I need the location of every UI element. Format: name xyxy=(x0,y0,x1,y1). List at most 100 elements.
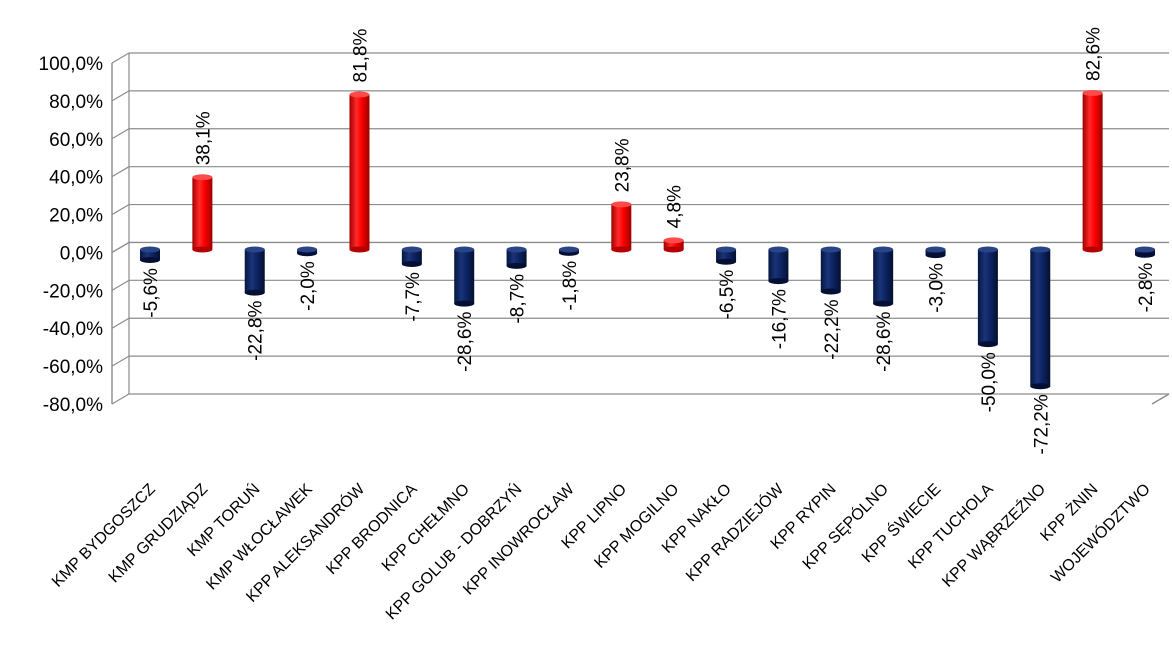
bar-body xyxy=(611,204,632,250)
y-tick-label: 60,0% xyxy=(49,130,103,151)
grid-lines xyxy=(111,52,1170,405)
bar xyxy=(768,246,789,285)
grid-line xyxy=(111,203,1169,216)
grid-line xyxy=(111,355,1169,367)
data-labels: -5,6% 38,1% -22,8% -2,0% 81,8% -7,7% -28,6% -8,… xyxy=(141,27,1157,454)
bar xyxy=(297,246,318,257)
bar-body xyxy=(768,249,789,282)
bar-bottom-cap xyxy=(611,246,632,253)
bar-top-cap xyxy=(454,246,475,253)
bar xyxy=(244,246,265,296)
data-label: 23,8% xyxy=(612,138,633,192)
bar-bottom-cap xyxy=(349,246,370,253)
bar xyxy=(140,246,160,264)
bar-top-cap xyxy=(768,246,789,253)
bar xyxy=(716,246,737,265)
data-label: 81,8% xyxy=(350,28,371,82)
floor-edge xyxy=(1151,393,1170,405)
bar xyxy=(925,246,946,259)
data-label: -2,0% xyxy=(298,261,319,311)
bar-bottom-cap xyxy=(244,289,265,296)
bar-bottom-cap xyxy=(873,300,894,307)
data-label: -2,8% xyxy=(1136,263,1157,313)
bar-top-cap xyxy=(506,246,527,253)
y-tick-label: 100,0% xyxy=(39,54,104,75)
bar-top-cap xyxy=(925,246,946,253)
bar-bottom-cap xyxy=(820,288,841,295)
bar-top-cap xyxy=(1135,246,1155,253)
bar xyxy=(506,246,527,269)
bar-body xyxy=(454,249,475,304)
bar-top-cap xyxy=(611,201,632,208)
bar-top-cap xyxy=(401,246,422,253)
bars xyxy=(140,89,1155,390)
data-label: -5,6% xyxy=(141,268,162,318)
y-axis-ticks: 100,0% 80,0% 60,0% 40,0% 20,0% 0,0% -20,0% -40,… xyxy=(39,54,104,416)
data-label: -3,0% xyxy=(927,263,948,313)
bar-bottom-cap xyxy=(716,258,737,265)
bar-bottom-cap xyxy=(192,246,213,253)
data-label: -28,6% xyxy=(874,312,895,372)
bar-top-cap xyxy=(558,246,579,253)
category-label: KMP BYDGOSZCZ xyxy=(49,481,159,591)
grid-line xyxy=(111,166,1169,178)
grid-line xyxy=(111,317,1169,329)
bar-body xyxy=(1030,249,1051,387)
data-label: -1,8% xyxy=(560,261,581,311)
bar-body xyxy=(1082,92,1103,250)
grid-line xyxy=(111,279,1169,291)
bar-body xyxy=(506,249,527,266)
data-label: 82,6% xyxy=(1084,27,1105,81)
y-tick-label: -60,0% xyxy=(43,357,103,378)
data-label: -8,7% xyxy=(508,274,529,324)
bar xyxy=(401,246,422,268)
bar-body xyxy=(192,177,213,250)
bar-body xyxy=(663,240,684,250)
bar-body xyxy=(244,249,265,293)
data-label: -28,6% xyxy=(455,312,476,372)
data-label: 38,1% xyxy=(193,111,214,165)
grid-line xyxy=(111,90,1169,102)
bar-body xyxy=(873,249,894,304)
data-label: -50,0% xyxy=(979,352,1000,412)
bar xyxy=(873,246,894,307)
bar xyxy=(611,201,632,253)
bar-bottom-cap xyxy=(768,278,789,285)
bar-bottom-cap xyxy=(401,261,422,268)
data-label: -6,5% xyxy=(717,270,738,320)
bar xyxy=(349,91,370,253)
bar-top-cap xyxy=(349,91,370,98)
data-label: -72,2% xyxy=(1031,394,1052,454)
bar-bottom-cap xyxy=(506,262,527,269)
bar-bottom-cap xyxy=(925,252,946,259)
bar xyxy=(1135,246,1155,258)
bar-top-cap xyxy=(140,246,160,253)
bar-bottom-cap xyxy=(1082,246,1103,253)
bar-top-cap xyxy=(297,246,318,253)
bar-top-cap xyxy=(1082,89,1103,96)
bar xyxy=(820,246,841,295)
data-label: -16,7% xyxy=(769,289,790,349)
y-tick-label: 20,0% xyxy=(49,206,103,227)
bar-top-cap xyxy=(244,246,265,253)
category-label: WOJEWÓDZTWO xyxy=(1047,479,1154,586)
bar-body xyxy=(716,249,737,262)
bar-bottom-cap xyxy=(1135,251,1155,258)
y-tick-label: 0,0% xyxy=(60,243,103,264)
data-label: -22,8% xyxy=(246,301,267,361)
category-label: KPP CHEŁMNO xyxy=(379,481,473,575)
grid-line xyxy=(111,393,1169,405)
grid-line xyxy=(111,241,1169,254)
bar xyxy=(558,246,579,256)
category-label: KPP RADZIEJÓW xyxy=(682,479,788,585)
bar-top-cap xyxy=(192,174,213,181)
bar-bottom-cap xyxy=(1030,383,1051,390)
bar-top-cap xyxy=(1030,246,1051,253)
bar-bottom-cap xyxy=(977,341,998,348)
bar-top-cap xyxy=(820,246,841,253)
data-label: 4,8% xyxy=(665,185,686,228)
bar xyxy=(454,246,475,307)
bar-body xyxy=(401,249,422,265)
data-label: -7,7% xyxy=(403,272,424,322)
bar-body xyxy=(977,249,998,345)
